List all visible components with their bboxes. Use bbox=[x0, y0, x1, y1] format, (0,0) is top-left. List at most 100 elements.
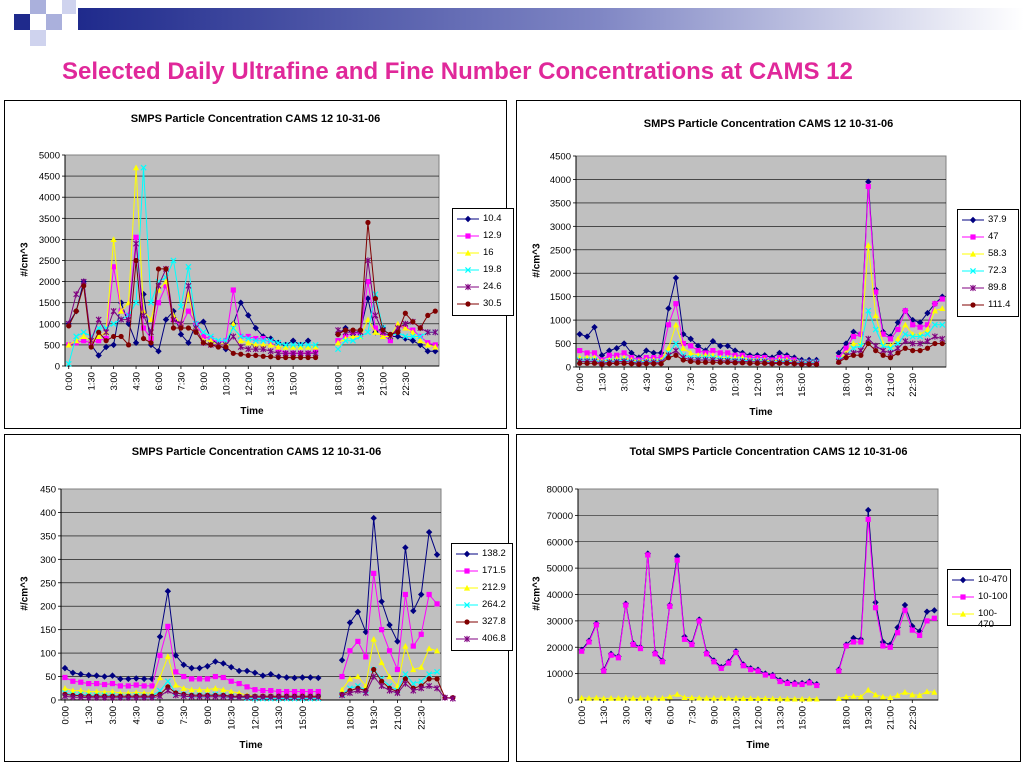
x-tick-label: 18:00 bbox=[842, 373, 853, 397]
data-point bbox=[923, 688, 931, 695]
data-point bbox=[305, 354, 311, 361]
data-point bbox=[394, 333, 402, 340]
data-point bbox=[917, 333, 924, 340]
x-tick-label: 21:00 bbox=[378, 372, 389, 396]
data-point bbox=[155, 300, 162, 306]
data-point bbox=[96, 338, 102, 344]
data-point bbox=[740, 695, 747, 702]
data-point bbox=[207, 337, 214, 344]
legend-swatch bbox=[457, 301, 479, 307]
data-point bbox=[410, 680, 417, 687]
legend-marker bbox=[465, 301, 471, 307]
data-point bbox=[267, 694, 274, 701]
data-point bbox=[185, 263, 192, 270]
data-point bbox=[672, 340, 679, 347]
y-tick-label: 2000 bbox=[550, 269, 571, 280]
data-point bbox=[93, 694, 100, 701]
series-10-100 bbox=[579, 516, 937, 689]
y-tick-label: 1500 bbox=[39, 298, 60, 309]
data-point bbox=[162, 316, 170, 323]
data-point bbox=[784, 360, 790, 366]
y-tick-label: 3000 bbox=[550, 222, 571, 233]
data-point bbox=[843, 693, 850, 700]
data-point bbox=[687, 349, 694, 356]
data-point bbox=[792, 681, 798, 687]
x-tick-label: 21:00 bbox=[886, 373, 897, 397]
data-point bbox=[284, 688, 290, 695]
y-axis-label: #/cm^3 bbox=[531, 242, 543, 278]
x-tick-label: 15:00 bbox=[298, 706, 309, 730]
legend-entry: 72.3 bbox=[958, 263, 1018, 280]
data-point bbox=[402, 642, 409, 649]
data-point bbox=[622, 694, 629, 701]
data-point bbox=[858, 639, 864, 645]
data-point bbox=[118, 333, 124, 340]
y-tick-label: 5000 bbox=[39, 151, 60, 162]
x-tick-label: 18:00 bbox=[345, 706, 356, 730]
data-point bbox=[703, 651, 710, 657]
data-point bbox=[917, 324, 923, 330]
data-point bbox=[111, 264, 117, 270]
x-tick-label: 15:00 bbox=[797, 373, 808, 397]
legend: 138.2 171.5 212.9 264.2 327.8 406.8 bbox=[451, 543, 513, 651]
x-tick-label: 7:30 bbox=[686, 373, 697, 392]
data-point bbox=[156, 674, 164, 681]
data-point bbox=[623, 602, 629, 608]
data-point bbox=[434, 676, 440, 682]
y-tick-label: 3500 bbox=[39, 214, 60, 225]
data-point bbox=[726, 660, 732, 666]
y-tick-label: 0 bbox=[51, 696, 56, 707]
data-point bbox=[418, 678, 425, 685]
legend-entry: 10.4 bbox=[453, 211, 513, 228]
legend-entry: 12.9 bbox=[453, 228, 513, 245]
data-point bbox=[245, 335, 252, 342]
x-tick-label: 19:30 bbox=[864, 373, 875, 397]
data-point bbox=[109, 680, 116, 687]
data-point bbox=[118, 308, 125, 314]
data-point bbox=[424, 341, 431, 348]
data-point bbox=[895, 326, 901, 333]
x-tick-label: 10:30 bbox=[731, 373, 742, 397]
x-tick-label: 0:00 bbox=[577, 706, 588, 725]
legend-entry: 89.8 bbox=[958, 280, 1018, 297]
slide-title: Selected Daily Ultrafine and Fine Number… bbox=[62, 58, 853, 85]
y-tick-label: 4000 bbox=[550, 175, 571, 186]
data-point bbox=[357, 327, 364, 333]
data-point bbox=[894, 345, 901, 352]
legend-entry: 47 bbox=[958, 229, 1018, 246]
x-tick-label: 1:30 bbox=[599, 706, 610, 725]
legend-marker bbox=[464, 635, 470, 643]
data-point bbox=[163, 266, 169, 272]
header-decoration bbox=[14, 0, 1024, 46]
data-point bbox=[157, 652, 163, 659]
data-point bbox=[850, 345, 857, 352]
data-point bbox=[172, 692, 179, 699]
x-axis-label: Time bbox=[749, 407, 773, 418]
legend: 37.9 47 58.3 72.3 89.8 111.4 bbox=[957, 209, 1019, 317]
data-point bbox=[402, 324, 409, 331]
data-point bbox=[305, 343, 312, 350]
x-tick-label: 10:30 bbox=[731, 706, 742, 730]
data-point bbox=[850, 692, 857, 699]
data-point bbox=[110, 236, 117, 242]
data-point bbox=[307, 694, 314, 701]
data-point bbox=[346, 675, 354, 682]
data-point bbox=[894, 340, 901, 347]
legend-entry: 37.9 bbox=[958, 212, 1018, 229]
data-point bbox=[910, 322, 916, 328]
data-point bbox=[836, 359, 842, 365]
legend-swatch bbox=[962, 216, 984, 224]
data-point bbox=[338, 686, 346, 693]
data-point bbox=[680, 340, 686, 347]
data-point bbox=[155, 266, 162, 272]
data-point bbox=[584, 350, 590, 356]
data-point bbox=[931, 307, 938, 314]
data-point bbox=[77, 694, 84, 701]
data-point bbox=[901, 688, 909, 695]
data-point bbox=[372, 325, 379, 331]
data-point bbox=[931, 333, 938, 340]
data-point bbox=[916, 692, 923, 698]
legend-swatch bbox=[457, 215, 479, 223]
data-point bbox=[189, 676, 195, 682]
data-point bbox=[245, 346, 252, 353]
